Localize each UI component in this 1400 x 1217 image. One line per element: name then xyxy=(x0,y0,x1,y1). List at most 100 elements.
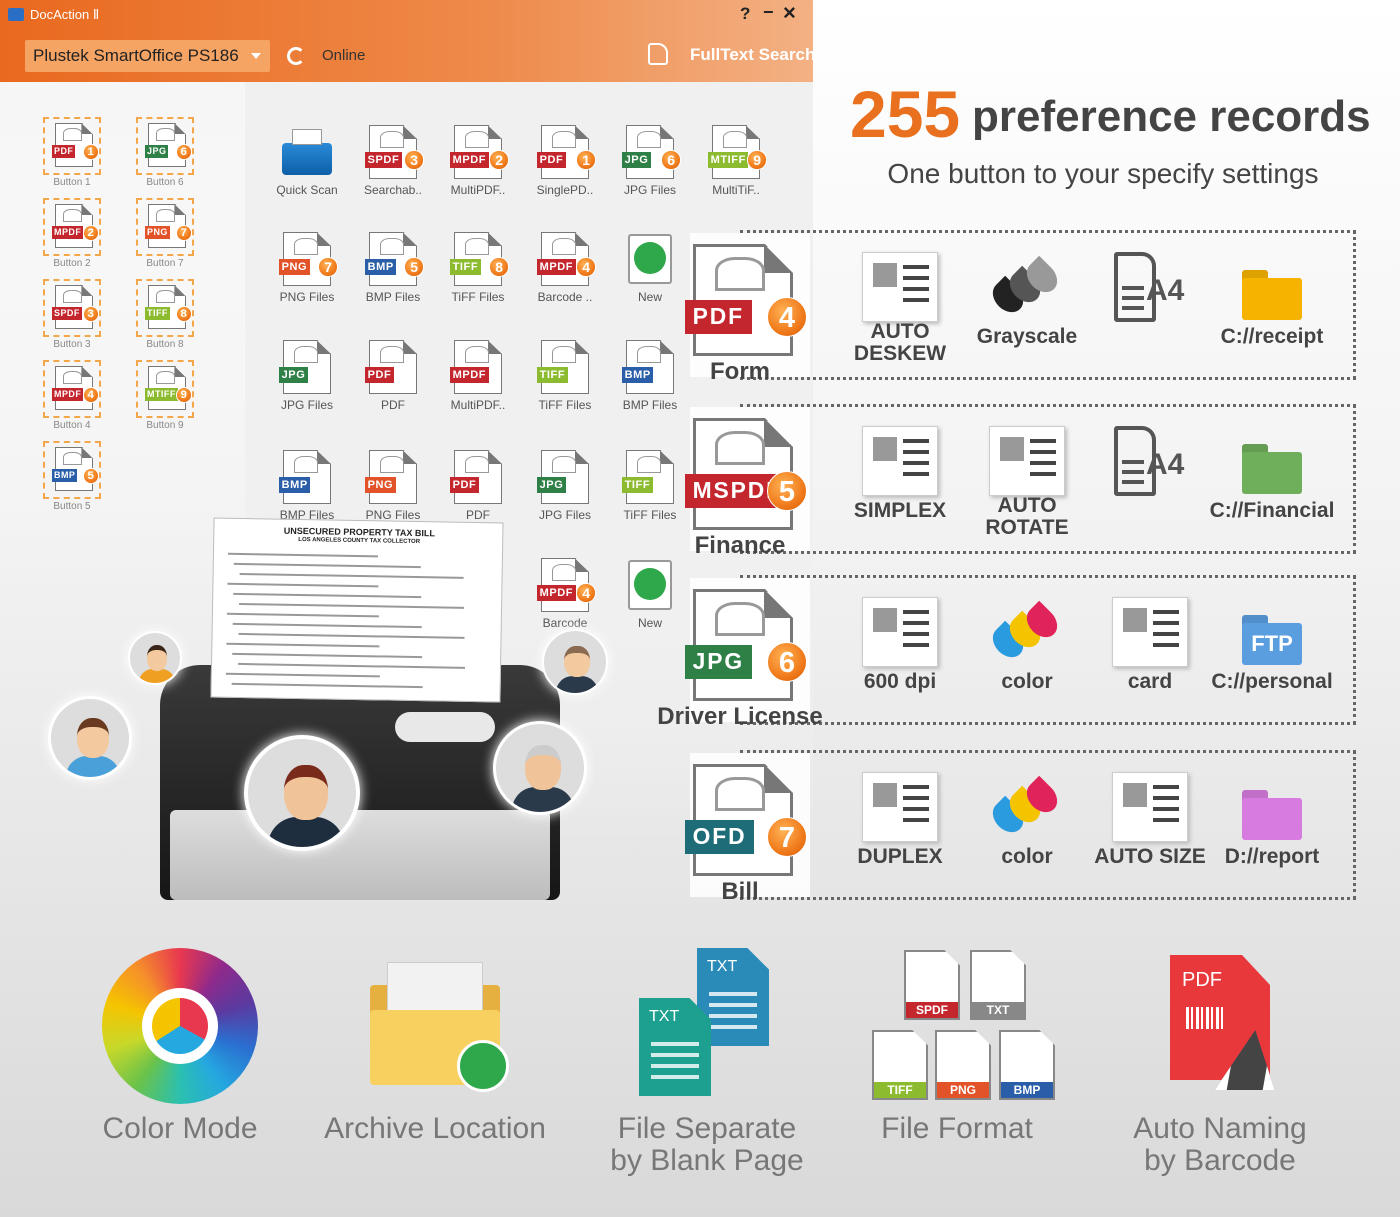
search-button[interactable]: FullText Search xyxy=(690,45,816,64)
folder-tab xyxy=(1242,444,1268,454)
scanner-paper xyxy=(292,129,322,145)
setting-label: color xyxy=(1001,670,1053,693)
grid-label[interactable]: MultiTiF.. xyxy=(712,183,760,197)
number-badge: 3 xyxy=(404,150,424,170)
device-dropdown[interactable]: Plustek SmartOffice PS186 xyxy=(25,40,270,72)
profile-name: Finance xyxy=(694,532,786,559)
grid-label[interactable]: MultiPDF.. xyxy=(450,183,506,197)
avatar-face xyxy=(283,765,329,821)
grid-label[interactable]: MultiPDF.. xyxy=(450,398,506,412)
file-badge: JPG xyxy=(144,145,169,159)
tax-bill: UNSECURED PROPERTY TAX BILL LOS ANGELES C… xyxy=(210,517,504,703)
grid-label[interactable]: Quick Scan xyxy=(276,183,338,197)
grid-label[interactable]: New xyxy=(637,290,662,304)
txt-line xyxy=(651,1042,699,1046)
scan-button[interactable]: BMP 5 xyxy=(43,441,101,499)
scan-button[interactable]: MPDF 2 xyxy=(43,198,101,256)
close-button[interactable]: × xyxy=(783,0,796,25)
bill-line xyxy=(238,662,466,669)
setting-label: color xyxy=(1001,845,1053,868)
grid-label[interactable]: TiFF Files xyxy=(451,290,505,304)
grid-label[interactable]: PNG Files xyxy=(365,508,421,522)
profile-frame[interactable] xyxy=(740,230,1356,380)
profile-frame[interactable] xyxy=(740,404,1356,554)
setting-line xyxy=(1153,621,1179,625)
doc-size: A4 xyxy=(1146,448,1185,481)
page-fold xyxy=(174,123,186,135)
scan-button[interactable]: TIFF 8 xyxy=(136,279,194,337)
barcode-bar xyxy=(1211,1007,1213,1029)
grid-label[interactable]: JPG Files xyxy=(623,183,676,197)
number-badge: 2 xyxy=(489,150,509,170)
setting-icon xyxy=(1112,772,1188,842)
grid-label[interactable]: BMP Files xyxy=(365,290,421,304)
file-icon: MSPDF 5 xyxy=(685,418,808,530)
headline-number: 255 xyxy=(850,77,961,151)
file-icon: MPDF xyxy=(450,340,502,394)
profile-name: Driver License xyxy=(657,703,823,730)
grid-label[interactable]: Barcode xyxy=(542,616,588,630)
grid-label[interactable]: PDF xyxy=(466,508,490,522)
page-art xyxy=(551,456,576,473)
file-badge: JPG xyxy=(537,477,566,494)
grid-label[interactable]: SinglePD.. xyxy=(536,183,594,197)
grid-label[interactable]: JPG Files xyxy=(538,508,591,522)
scan-button[interactable]: PNG 7 xyxy=(136,198,194,256)
plus-icon xyxy=(634,568,666,600)
grid-label[interactable]: PNG Files xyxy=(279,290,335,304)
file-badge: BMP xyxy=(365,259,397,276)
doc-outline xyxy=(1114,252,1156,322)
app-icon xyxy=(8,8,24,21)
grid-label[interactable]: Searchab.. xyxy=(363,183,423,197)
grid-label[interactable]: BMP Files xyxy=(622,398,678,412)
setting-label: C://receipt xyxy=(1220,325,1324,348)
folder-icon: FTP xyxy=(1242,623,1302,665)
bill-line xyxy=(239,572,464,579)
scan-button[interactable]: MPDF 4 xyxy=(43,360,101,418)
scan-button[interactable]: SPDF 3 xyxy=(43,279,101,337)
setting-icon xyxy=(862,426,938,496)
avatar xyxy=(493,721,587,815)
bill-line xyxy=(232,652,423,659)
scan-button[interactable]: JPG 6 xyxy=(136,117,194,175)
feature-label: Archive Location xyxy=(324,1112,546,1145)
file-icon: PDF 1 xyxy=(537,125,596,179)
grid-label[interactable]: TiFF Files xyxy=(623,508,677,522)
scan-button[interactable]: PDF 1 xyxy=(43,117,101,175)
page-fold xyxy=(174,285,186,297)
minimize-button[interactable]: − xyxy=(763,2,774,22)
profile-name: Form xyxy=(710,358,770,385)
barcode-bar xyxy=(1221,1007,1223,1029)
profile-frame[interactable] xyxy=(740,575,1356,725)
setting-label: SIMPLEX xyxy=(853,499,947,522)
grid-label[interactable]: New xyxy=(637,616,662,630)
file-badge: JPG xyxy=(279,367,308,384)
file-badge: BMP xyxy=(279,477,311,494)
number-badge: 4 xyxy=(576,257,596,277)
setting-label: AUTO SIZE xyxy=(1094,845,1206,868)
file-icon: PDF xyxy=(450,450,502,504)
setting-line xyxy=(903,450,929,454)
page-fold xyxy=(174,204,186,216)
document-icon: A4 xyxy=(1114,426,1186,498)
file-icon: OFD 7 xyxy=(685,764,808,876)
grid-label[interactable]: PDF xyxy=(381,398,405,412)
setting-block xyxy=(1123,783,1147,807)
bill-line xyxy=(227,552,378,558)
help-button[interactable]: ? xyxy=(740,4,751,23)
file-badge: PDF xyxy=(365,367,394,384)
grid-label[interactable]: TiFF Files xyxy=(538,398,592,412)
page-art xyxy=(715,257,765,292)
grid-label[interactable]: Barcode .. xyxy=(537,290,593,304)
scan-button[interactable]: MTIFF 9 xyxy=(136,360,194,418)
setting-icon xyxy=(989,426,1065,496)
barcode-bar xyxy=(1206,1007,1209,1029)
profile-frame[interactable] xyxy=(740,750,1356,900)
grid-label[interactable]: JPG Files xyxy=(280,398,333,412)
number-badge: 3 xyxy=(82,305,99,322)
doc-line xyxy=(1122,286,1144,290)
button-label: Button 5 xyxy=(53,501,91,512)
page-art xyxy=(464,131,489,148)
file-badge: PNG xyxy=(365,477,396,494)
headline-subtitle: One button to your specify settings xyxy=(887,158,1319,189)
